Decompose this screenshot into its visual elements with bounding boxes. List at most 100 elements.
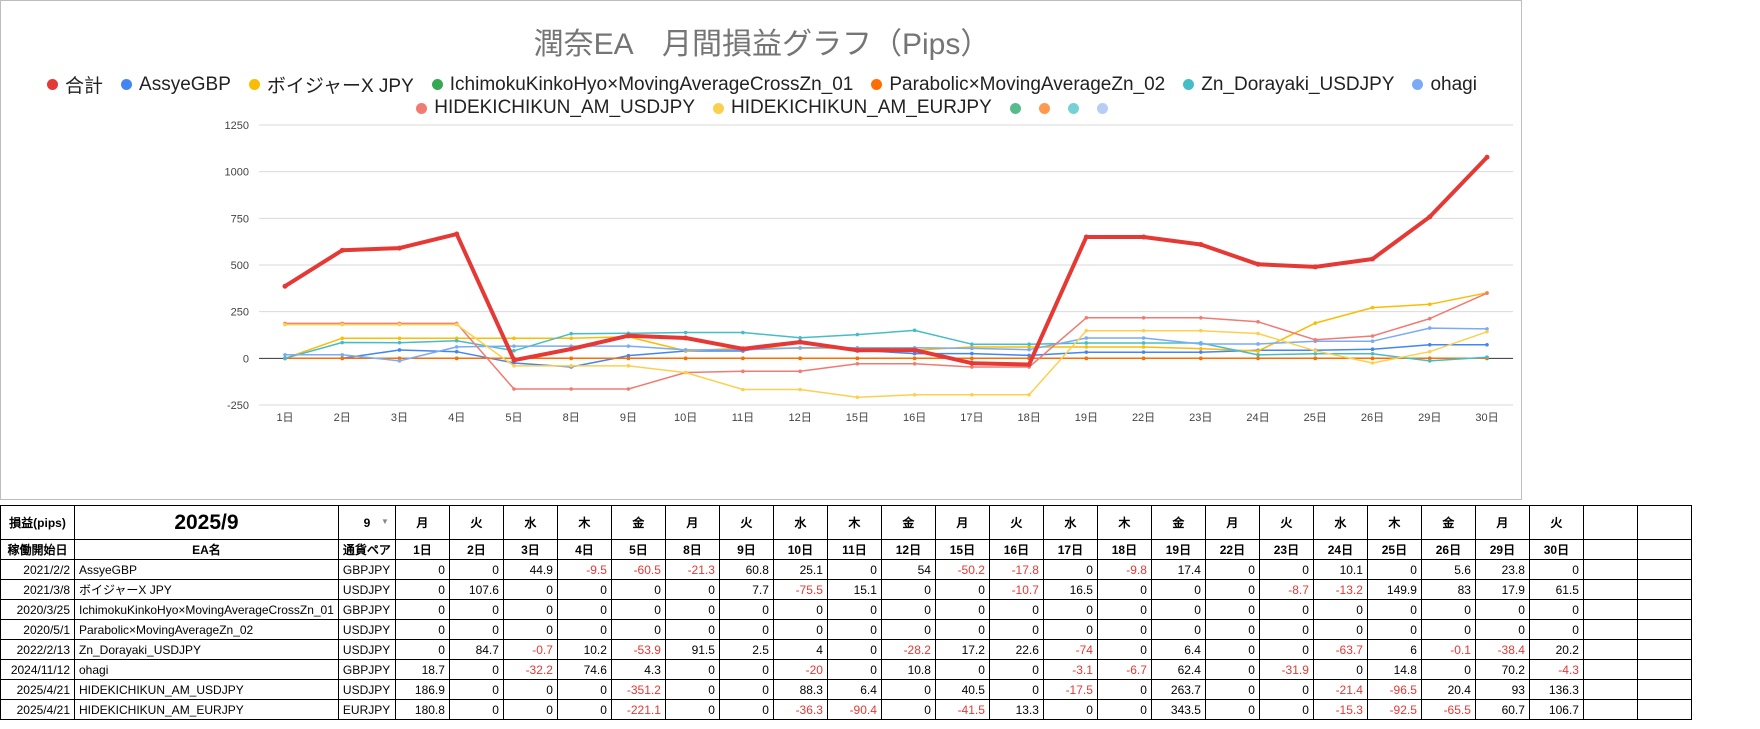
value-cell: 0	[1420, 619, 1476, 640]
data-point	[512, 387, 516, 391]
pair-cell: GBPJPY	[337, 599, 396, 620]
value-cell: 0	[664, 699, 720, 720]
empty-cell	[1636, 579, 1692, 600]
x-tick-label: 15日	[846, 412, 869, 424]
value-cell: 0	[880, 619, 936, 640]
value-cell: 0	[1150, 619, 1206, 640]
value-cell: 0	[826, 639, 882, 660]
value-cell: 0	[1042, 619, 1098, 640]
value-cell: 0	[1042, 559, 1098, 580]
data-point	[1083, 234, 1089, 240]
value-cell: 0	[988, 659, 1044, 680]
data-point	[1256, 320, 1260, 324]
value-cell: -10.7	[988, 579, 1044, 600]
data-point	[1141, 336, 1146, 340]
x-tick-label: 26日	[1361, 412, 1384, 424]
empty-cell	[1636, 699, 1692, 720]
value-cell: 10.2	[556, 639, 612, 660]
legend-item[interactable]: HIDEKICHIKUN_AM_EURJPY	[713, 97, 992, 119]
month-select-value: 9	[363, 515, 371, 530]
data-point	[741, 369, 745, 374]
empty-cell	[1636, 619, 1692, 640]
legend-item[interactable]	[1067, 97, 1079, 119]
data-point	[1084, 341, 1089, 345]
legend-item[interactable]: Zn_Dorayaki_USDJPY	[1183, 71, 1394, 98]
empty-cell	[1582, 659, 1638, 680]
value-cell: -60.5	[610, 559, 666, 580]
value-cell: 25.1	[772, 559, 828, 580]
value-cell: 17.2	[934, 639, 990, 660]
data-point	[340, 356, 345, 361]
table-row: 2020/3/25 IchimokuKinkoHyo×MovingAverageC…	[0, 599, 1692, 620]
data-point	[1427, 302, 1432, 307]
legend-item[interactable]	[1038, 97, 1050, 119]
value-cell: 0	[718, 619, 774, 640]
value-cell: 18.7	[394, 659, 450, 680]
series-line	[283, 155, 1489, 367]
x-tick-label: 5日	[505, 412, 522, 424]
data-point	[569, 364, 573, 368]
legend-item[interactable]: 合計	[47, 71, 103, 98]
x-tick-label: 4日	[448, 412, 465, 424]
chart-title: 潤奈EA 月間損益グラフ（Pips）	[533, 28, 991, 61]
start-date-cell: 2020/3/25	[0, 599, 75, 620]
data-point	[454, 231, 460, 237]
value-cell: 107.6	[448, 579, 504, 600]
day-header: 3日	[502, 539, 558, 560]
x-tick-label: 19日	[1075, 412, 1098, 424]
value-cell: 0	[1258, 619, 1314, 640]
value-cell: 61.5	[1528, 579, 1584, 600]
data-point	[912, 356, 917, 361]
weekday-cell: 金	[610, 505, 666, 540]
legend-item[interactable]	[1096, 97, 1108, 119]
data-point	[1027, 342, 1031, 346]
legend-swatch-icon	[1038, 102, 1050, 114]
value-cell: 5.6	[1420, 559, 1476, 580]
value-cell: 0	[718, 699, 774, 720]
y-tick-label: 0	[243, 353, 249, 365]
data-point	[1313, 356, 1318, 361]
value-cell: 54	[880, 559, 936, 580]
value-cell: -92.5	[1366, 699, 1422, 720]
value-cell: 0	[664, 579, 720, 600]
value-cell: 93	[1474, 679, 1530, 700]
data-point	[512, 349, 516, 353]
value-cell: -13.2	[1312, 579, 1368, 600]
data-point	[1027, 345, 1031, 349]
data-point	[683, 348, 688, 352]
legend-item[interactable]: HIDEKICHIKUN_AM_USDJPY	[416, 97, 695, 119]
legend-swatch-icon	[1067, 102, 1079, 114]
month-select[interactable]: 9 ▼	[337, 505, 396, 540]
value-cell: 0	[502, 679, 558, 700]
legend-item[interactable]: ボイジャーX JPY	[248, 71, 414, 98]
legend-item[interactable]	[1009, 97, 1021, 119]
ea-name-cell: ボイジャーX JPY	[74, 579, 339, 600]
data-point	[1485, 329, 1489, 334]
day-header: 4日	[556, 539, 612, 560]
data-point	[1256, 356, 1260, 361]
legend-item[interactable]: ohagi	[1412, 71, 1477, 98]
value-cell: -9.8	[1096, 559, 1152, 580]
legend-label: ボイジャーX JPY	[266, 76, 414, 97]
legend-item[interactable]: AssyeGBP	[121, 71, 231, 98]
x-tick-label: 10日	[674, 412, 697, 424]
value-cell: 17.4	[1150, 559, 1206, 580]
value-cell: 70.2	[1474, 659, 1530, 680]
value-cell: 0	[880, 679, 936, 700]
data-point	[1255, 261, 1261, 267]
data-point	[912, 392, 917, 397]
y-tick-label: 500	[231, 260, 249, 272]
data-point	[1084, 316, 1089, 320]
pair-cell: GBPJPY	[337, 559, 396, 580]
value-cell: 0	[556, 619, 612, 640]
value-cell: -20	[772, 659, 828, 680]
weekday-cell: 木	[556, 505, 612, 540]
value-cell: 0	[1204, 599, 1260, 620]
legend-item[interactable]: Parabolic×MovingAverageZn_02	[871, 71, 1165, 98]
value-cell: -6.7	[1096, 659, 1152, 680]
legend-item[interactable]: IchimokuKinkoHyo×MovingAverageCrossZn_01	[431, 71, 853, 98]
weekday-cell: 水	[502, 505, 558, 540]
data-point	[454, 356, 459, 361]
data-point	[283, 322, 287, 327]
data-point	[626, 364, 631, 368]
